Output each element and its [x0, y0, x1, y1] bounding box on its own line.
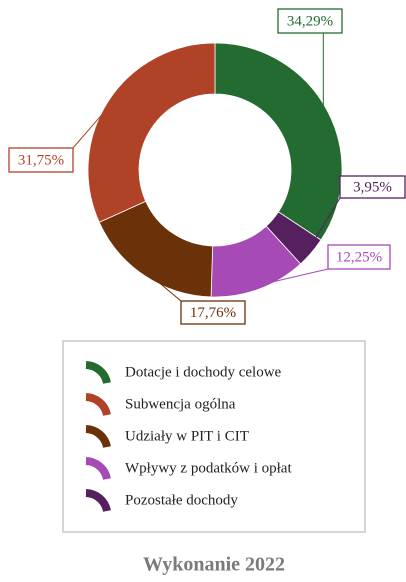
legend-icon: [85, 393, 111, 417]
legend-label: Udziały w PIT i CIT: [125, 428, 249, 444]
legend-icon: [85, 361, 111, 385]
value-label: 3,95%: [353, 179, 392, 195]
leader-line: [72, 102, 113, 149]
chart-title: Wykonanie 2022: [143, 554, 285, 576]
leader-line: [146, 271, 182, 302]
value-label: 17,76%: [190, 305, 236, 321]
legend-label: Dotacje i dochody celowe: [125, 364, 282, 380]
value-label: 31,75%: [18, 152, 64, 168]
legend-label: Subwencja ogólna: [125, 396, 236, 412]
legend-label: Wpływy z podatków i opłat: [125, 460, 292, 476]
value-label-box: [327, 244, 391, 270]
legend-box: [62, 340, 366, 533]
value-label-box: [8, 147, 74, 173]
leader-line: [257, 268, 329, 286]
value-label-box: [339, 175, 406, 199]
donut-slice: [98, 200, 214, 298]
legend-icon: [85, 489, 111, 513]
donut-slice: [87, 42, 216, 223]
donut-slice: [214, 42, 343, 241]
legend-icon: [85, 425, 111, 449]
legend-icon: [85, 457, 111, 481]
legend-label: Pozostałe dochody: [125, 492, 238, 508]
leader-line: [308, 197, 341, 251]
value-label: 12,25%: [336, 249, 382, 265]
value-label-box: [277, 8, 343, 34]
value-label: 34,29%: [287, 13, 333, 29]
value-label-box: [180, 300, 246, 325]
